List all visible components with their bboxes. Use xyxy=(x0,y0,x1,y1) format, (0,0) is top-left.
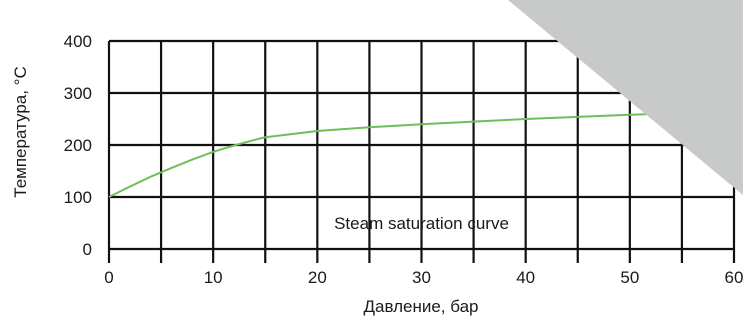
x-axis-label: Давление, бар xyxy=(363,297,478,316)
y-tick-label: 100 xyxy=(64,188,92,207)
saturation-curve-line xyxy=(108,109,735,198)
series-layer xyxy=(108,109,735,198)
x-tick-label: 60 xyxy=(725,268,743,287)
y-tick-label: 400 xyxy=(64,32,92,51)
annotations: Steam saturation curve xyxy=(334,214,509,233)
x-tick-label: 50 xyxy=(620,268,639,287)
y-axis-label: Температура, °C xyxy=(11,66,30,197)
y-tick-label: 200 xyxy=(64,136,92,155)
x-tick-label: 10 xyxy=(204,268,223,287)
corner-overlay xyxy=(508,0,743,195)
x-tick-label: 0 xyxy=(104,268,113,287)
x-tick-label: 40 xyxy=(516,268,535,287)
x-tick-label: 30 xyxy=(412,268,431,287)
x-tick-label: 20 xyxy=(308,268,327,287)
annotation-label: Steam saturation curve xyxy=(334,214,509,233)
y-tick-label: 0 xyxy=(83,240,92,259)
y-tick-label: 300 xyxy=(64,84,92,103)
tick-labels: 0 10 20 30 40 50 60 0 100 200 300 400 xyxy=(64,32,743,287)
